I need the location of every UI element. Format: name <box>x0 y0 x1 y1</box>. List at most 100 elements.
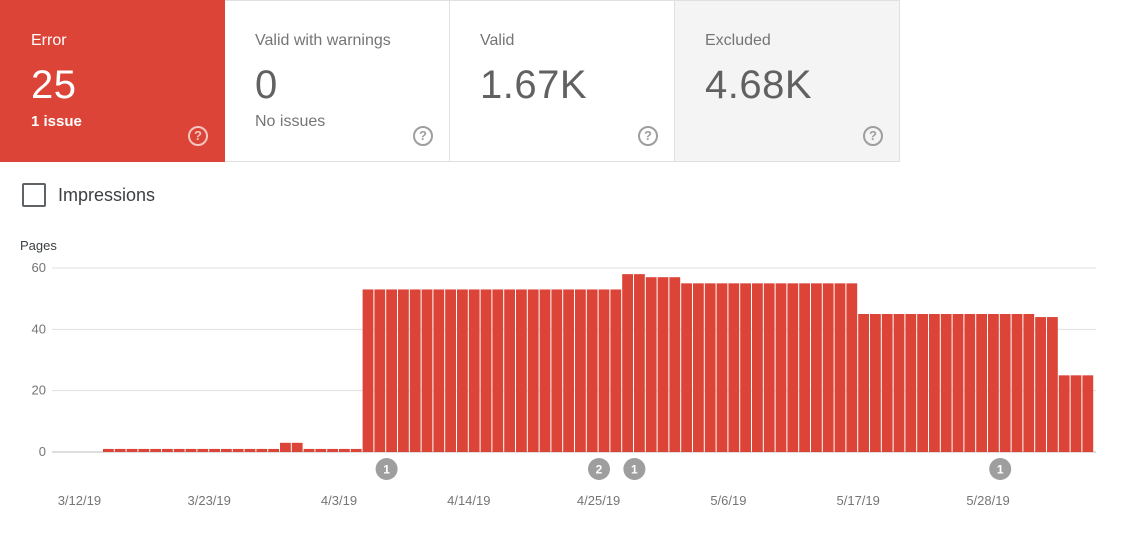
excluded-card[interactable]: Excluded 4.68K ? <box>675 0 900 162</box>
bar[interactable] <box>1035 317 1046 452</box>
bar[interactable] <box>799 283 810 452</box>
bar[interactable] <box>811 283 822 452</box>
bar[interactable] <box>834 283 846 452</box>
bar[interactable] <box>822 283 834 452</box>
bar[interactable] <box>221 448 232 452</box>
bar[interactable] <box>280 442 291 452</box>
bar[interactable] <box>940 314 952 452</box>
bar[interactable] <box>527 289 539 452</box>
bar[interactable] <box>339 448 350 452</box>
bar[interactable] <box>209 448 220 452</box>
bar[interactable] <box>162 448 173 452</box>
bar[interactable] <box>634 274 645 452</box>
bar[interactable] <box>409 289 421 452</box>
bar[interactable] <box>362 289 374 452</box>
bar[interactable] <box>598 289 610 452</box>
impressions-checkbox[interactable] <box>22 183 46 207</box>
bar[interactable] <box>539 289 551 452</box>
bar[interactable] <box>1047 317 1058 452</box>
bar[interactable] <box>350 448 362 452</box>
x-tick-label: 5/17/19 <box>837 493 880 508</box>
annotation-marker[interactable]: 1 <box>375 458 398 480</box>
bar[interactable] <box>752 283 763 452</box>
help-icon[interactable]: ? <box>188 126 208 146</box>
bar[interactable] <box>563 289 574 452</box>
bar[interactable] <box>1011 314 1023 452</box>
bar[interactable] <box>704 283 716 452</box>
bar[interactable] <box>693 283 704 452</box>
impressions-toggle[interactable]: Impressions <box>22 183 155 207</box>
bar[interactable] <box>586 289 598 452</box>
bar[interactable] <box>516 289 527 452</box>
bar[interactable] <box>421 289 433 452</box>
bar[interactable] <box>669 277 681 452</box>
bar[interactable] <box>787 283 799 452</box>
bar[interactable] <box>905 314 917 452</box>
bar[interactable] <box>103 448 114 452</box>
bar[interactable] <box>468 289 480 452</box>
bar[interactable] <box>976 314 987 452</box>
bar[interactable] <box>681 283 692 452</box>
bar[interactable] <box>1082 375 1094 452</box>
bar[interactable] <box>952 314 964 452</box>
bar[interactable] <box>988 314 999 452</box>
help-icon[interactable]: ? <box>638 126 658 146</box>
error-card[interactable]: Error 25 1 issue ? <box>0 0 225 162</box>
bar[interactable] <box>1070 375 1082 452</box>
bar[interactable] <box>775 283 787 452</box>
annotation-marker[interactable]: 2 <box>588 458 610 480</box>
bar[interactable] <box>763 283 775 452</box>
annotation-marker-label: 1 <box>997 463 1004 477</box>
bar[interactable] <box>374 289 386 452</box>
bar[interactable] <box>268 448 279 452</box>
bar[interactable] <box>197 448 209 452</box>
bar[interactable] <box>173 448 185 452</box>
bar[interactable] <box>291 442 303 452</box>
bar[interactable] <box>244 448 256 452</box>
bar[interactable] <box>433 289 445 452</box>
bar[interactable] <box>858 314 869 452</box>
bar[interactable] <box>1058 375 1070 452</box>
bar[interactable] <box>964 314 976 452</box>
bar[interactable] <box>315 448 327 452</box>
bar[interactable] <box>929 314 940 452</box>
bar[interactable] <box>870 314 881 452</box>
bar[interactable] <box>232 448 244 452</box>
bar[interactable] <box>256 448 268 452</box>
bar[interactable] <box>645 277 657 452</box>
bar[interactable] <box>457 289 468 452</box>
annotation-marker[interactable]: 1 <box>989 458 1012 480</box>
bar[interactable] <box>138 448 150 452</box>
bar[interactable] <box>150 448 161 452</box>
help-icon[interactable]: ? <box>863 126 883 146</box>
bar[interactable] <box>728 283 740 452</box>
annotation-marker[interactable]: 1 <box>623 458 646 480</box>
bar[interactable] <box>999 314 1011 452</box>
bar[interactable] <box>445 289 456 452</box>
bar[interactable] <box>657 277 669 452</box>
bar[interactable] <box>504 289 515 452</box>
valid-card[interactable]: Valid 1.67K ? <box>450 0 675 162</box>
bar[interactable] <box>185 448 197 452</box>
bar[interactable] <box>917 314 928 452</box>
bar[interactable] <box>622 274 633 452</box>
bar[interactable] <box>126 448 138 452</box>
valid-with-warnings-card[interactable]: Valid with warnings 0 No issues ? <box>225 0 450 162</box>
bar[interactable] <box>610 289 622 452</box>
bar[interactable] <box>327 448 338 452</box>
bar[interactable] <box>575 289 586 452</box>
bar[interactable] <box>551 289 563 452</box>
bar[interactable] <box>386 289 397 452</box>
bar[interactable] <box>881 314 893 452</box>
bar[interactable] <box>893 314 905 452</box>
bar[interactable] <box>114 448 126 452</box>
bar[interactable] <box>398 289 409 452</box>
bar[interactable] <box>740 283 751 452</box>
bar[interactable] <box>1023 314 1035 452</box>
bar[interactable] <box>303 448 315 452</box>
bar[interactable] <box>480 289 492 452</box>
bar[interactable] <box>492 289 504 452</box>
bar[interactable] <box>846 283 858 452</box>
help-icon[interactable]: ? <box>413 126 433 146</box>
bar[interactable] <box>716 283 728 452</box>
